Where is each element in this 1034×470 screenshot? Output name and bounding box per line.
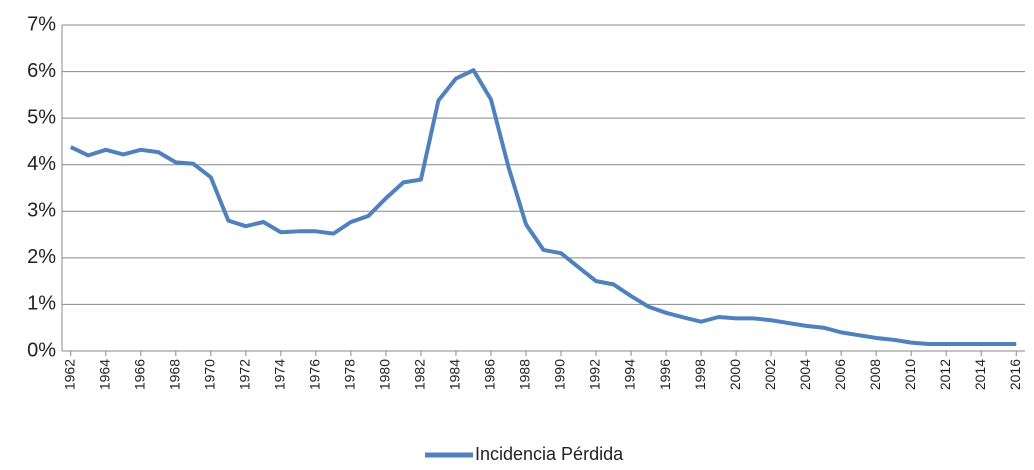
x-tick-label: 2006 (832, 359, 848, 390)
y-tick-label: 7% (27, 13, 56, 35)
x-tick-label: 1970 (202, 359, 218, 390)
x-tick-label: 2004 (797, 359, 813, 390)
x-tick-label: 1980 (377, 359, 393, 390)
y-tick-label: 5% (27, 106, 56, 128)
y-tick-label: 3% (27, 200, 56, 222)
y-tick-label: 1% (27, 293, 56, 315)
legend-label: Incidencia Pérdida (475, 444, 624, 464)
x-tick-label: 1990 (552, 359, 568, 390)
x-tick-label: 1994 (622, 359, 638, 390)
y-tick-label: 2% (27, 246, 56, 268)
x-tick-label: 1984 (447, 359, 463, 390)
x-tick-label: 1996 (657, 359, 673, 390)
x-tick-label: 1968 (167, 359, 183, 390)
line (69, 68, 1017, 347)
x-tick-label: 2008 (867, 359, 883, 390)
x-tick-label: 1974 (272, 359, 288, 390)
x-tick-label: 1988 (517, 359, 533, 390)
x-tick-label: 2016 (1007, 359, 1023, 390)
x-tick-label: 1962 (61, 359, 77, 390)
x-tick-label: 1964 (96, 359, 112, 390)
x-tick-label: 2012 (937, 359, 953, 390)
x-tick-label: 1998 (692, 359, 708, 390)
x-tick-label: 1966 (131, 359, 147, 390)
y-tick-label: 4% (27, 153, 56, 175)
x-tick-label: 1992 (587, 359, 603, 390)
x-tick-label: 2002 (762, 359, 778, 390)
x-tick-label: 2014 (972, 359, 988, 390)
x-tick-label: 1972 (237, 359, 253, 390)
x-tick-label: 1978 (342, 359, 358, 390)
x-tick-label: 2000 (727, 359, 743, 390)
x-tick-label: 1986 (482, 359, 498, 390)
x-tick-label: 1982 (412, 359, 428, 390)
x-tick-label: 1976 (307, 359, 323, 390)
x-tick-label: 2010 (902, 359, 918, 390)
y-tick-label: 0% (27, 339, 56, 361)
y-tick-label: 6% (27, 60, 56, 82)
